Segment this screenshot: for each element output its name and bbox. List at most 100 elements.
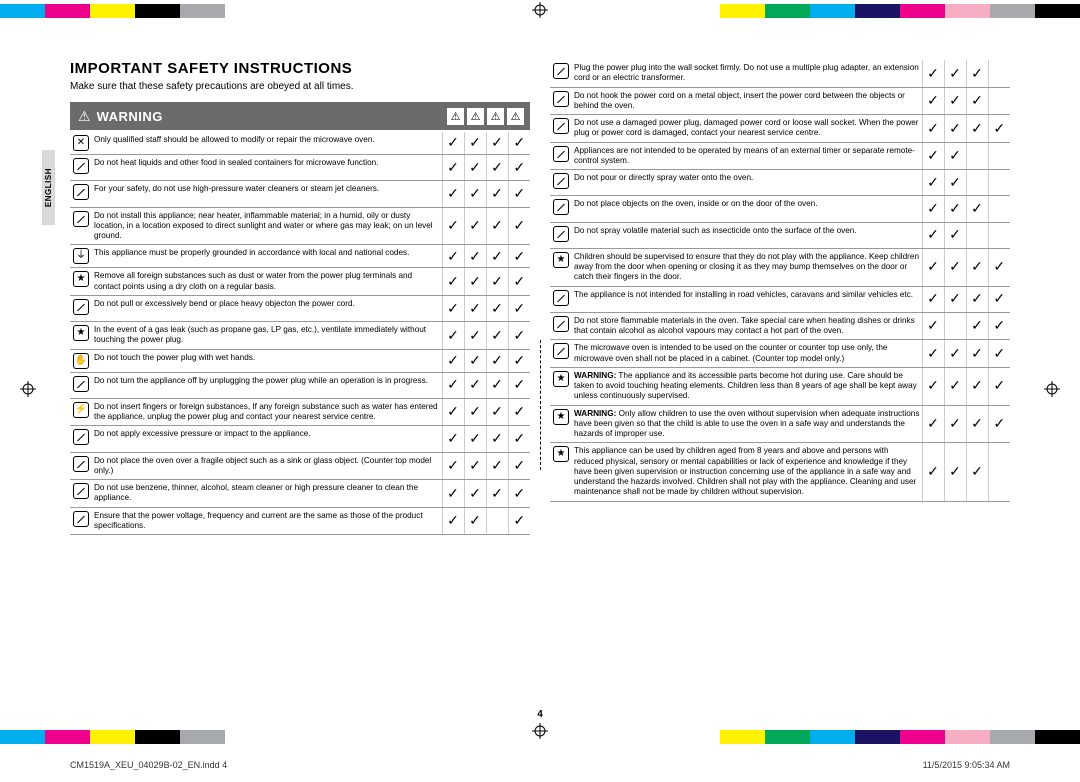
row-text: Do not touch the power plug with wet han…: [92, 349, 442, 372]
safety-row: ✋Do not touch the power plug with wet ha…: [70, 349, 530, 372]
check-cell: [988, 142, 1010, 170]
row-text: The microwave oven is intended to be use…: [572, 340, 922, 368]
check-cell: ✓: [944, 340, 966, 368]
check-cell: ✓: [508, 398, 530, 426]
row-text: For your safety, do not use high-pressur…: [92, 181, 442, 207]
check-cell: ✓: [464, 132, 486, 155]
check-cell: ✓: [486, 398, 508, 426]
check-cell: ✓: [464, 181, 486, 207]
check-cell: ✓: [922, 248, 944, 286]
safety-row: The microwave oven is intended to be use…: [550, 340, 1010, 368]
check-cell: ✓: [966, 87, 988, 115]
safety-row: Do not pour or directly spray water onto…: [550, 170, 1010, 196]
check-cell: ✓: [944, 286, 966, 312]
check-cell: ✓: [464, 398, 486, 426]
check-cell: [988, 60, 1010, 87]
footer-filename: CM1519A_XEU_04029B-02_EN.indd 4: [70, 760, 227, 770]
check-cell: ✓: [508, 322, 530, 350]
registration-mark-icon: [20, 381, 36, 399]
check-cell: ✓: [464, 268, 486, 296]
page-content: IMPORTANT SAFETY INSTRUCTIONS Make sure …: [70, 60, 1010, 702]
check-cell: ✓: [464, 207, 486, 245]
row-text: Appliances are not intended to be operat…: [572, 142, 922, 170]
check-cell: ✓: [988, 115, 1010, 143]
warning-triangle-icon: ⚠: [78, 108, 91, 125]
row-icon-cell: ★: [70, 322, 92, 350]
row-text: Ensure that the power voltage, frequency…: [92, 507, 442, 535]
safety-row: Do not heat liquids and other food in se…: [70, 155, 530, 181]
star-icon: ★: [553, 252, 569, 268]
check-cell: ✓: [922, 142, 944, 170]
row-icon-cell: [550, 312, 572, 340]
check-cell: ✓: [486, 322, 508, 350]
check-cell: ✓: [966, 312, 988, 340]
star-icon: ★: [73, 325, 89, 341]
check-cell: ✓: [464, 349, 486, 372]
safety-row: ★In the event of a gas leak (such as pro…: [70, 322, 530, 350]
check-cell: ✓: [464, 322, 486, 350]
safety-row: ★WARNING: Only allow children to use the…: [550, 405, 1010, 443]
check-cell: ✓: [944, 367, 966, 405]
right-column: Plug the power plug into the wall socket…: [550, 60, 1010, 702]
row-text: Remove all foreign substances such as du…: [92, 268, 442, 296]
row-text: This appliance must be properly grounded…: [92, 245, 442, 268]
row-icon-cell: [550, 170, 572, 196]
check-cell: ✓: [486, 372, 508, 398]
check-cell: ✓: [944, 115, 966, 143]
slash-icon: [553, 199, 569, 215]
check-cell: ✓: [944, 196, 966, 222]
slash-icon: [73, 158, 89, 174]
check-cell: ✓: [988, 248, 1010, 286]
slash-icon: [73, 456, 89, 472]
slash-icon: [73, 511, 89, 527]
check-cell: ✓: [442, 349, 464, 372]
row-icon-cell: ★: [550, 443, 572, 501]
slash-icon: [553, 316, 569, 332]
row-icon-cell: [550, 142, 572, 170]
safety-row: Do not spray volatile material such as i…: [550, 222, 1010, 248]
check-cell: ✓: [966, 286, 988, 312]
slash-icon: [553, 343, 569, 359]
row-icon-cell: [70, 452, 92, 480]
check-cell: [988, 222, 1010, 248]
star-icon: ★: [553, 409, 569, 425]
check-cell: ✓: [442, 322, 464, 350]
row-icon-cell: [550, 87, 572, 115]
slash-icon: [73, 429, 89, 445]
check-cell: ✓: [442, 507, 464, 535]
check-cell: ✓: [442, 452, 464, 480]
star-icon: ★: [73, 271, 89, 287]
row-text: Do not pull or excessively bend or place…: [92, 295, 442, 321]
check-cell: ✓: [966, 196, 988, 222]
check-cell: ✓: [442, 155, 464, 181]
plug-icon: ⚡: [73, 402, 89, 418]
check-cell: ✓: [508, 349, 530, 372]
slash-icon: [73, 184, 89, 200]
safety-table-left: ✕Only qualified staff should be allowed …: [70, 132, 530, 535]
row-icon-cell: ✕: [70, 132, 92, 155]
check-cell: ✓: [464, 480, 486, 508]
check-cell: [988, 87, 1010, 115]
row-icon-cell: ★: [550, 405, 572, 443]
check-cell: ✓: [442, 207, 464, 245]
check-cell: ✓: [922, 367, 944, 405]
safety-row: ✕Only qualified staff should be allowed …: [70, 132, 530, 155]
warning-label: WARNING: [97, 109, 163, 124]
row-icon-cell: [550, 286, 572, 312]
check-cell: ✓: [944, 405, 966, 443]
check-cell: ✓: [486, 295, 508, 321]
check-cell: ✓: [464, 507, 486, 535]
safety-row: Do not use a damaged power plug, damaged…: [550, 115, 1010, 143]
check-cell: ✓: [508, 268, 530, 296]
safety-row: Do not place objects on the oven, inside…: [550, 196, 1010, 222]
safety-row: Do not hook the power cord on a metal ob…: [550, 87, 1010, 115]
check-cell: ✓: [944, 443, 966, 501]
warning-category-icons: ⚠⚠⚠⚠: [447, 108, 524, 125]
check-cell: [486, 507, 508, 535]
check-cell: ✓: [486, 181, 508, 207]
row-text: Do not use a damaged power plug, damaged…: [572, 115, 922, 143]
row-text: The appliance is not intended for instal…: [572, 286, 922, 312]
check-cell: ✓: [508, 245, 530, 268]
row-text: Do not turn the appliance off by unplugg…: [92, 372, 442, 398]
registration-mark-icon: [1044, 381, 1060, 399]
